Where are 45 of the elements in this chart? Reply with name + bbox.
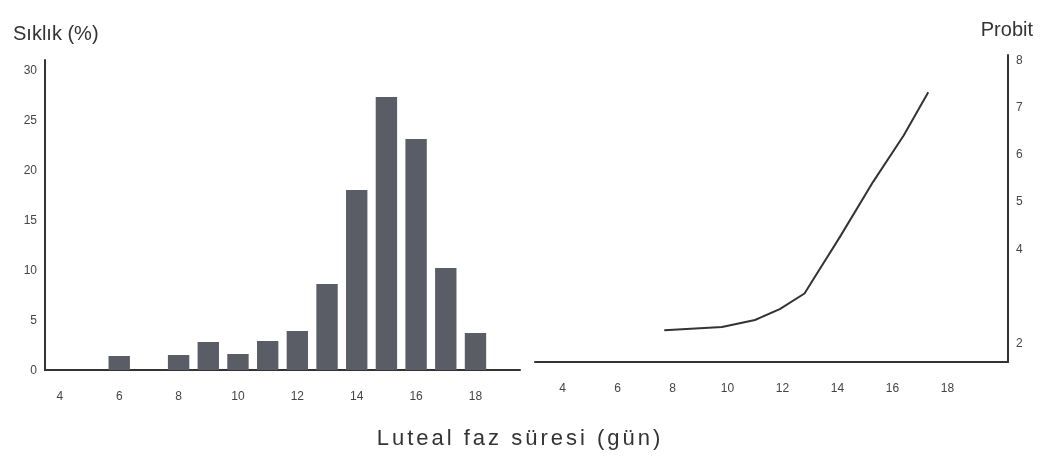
x-tick-label: 12 bbox=[290, 389, 305, 403]
y-tick-label: 25 bbox=[23, 113, 38, 127]
bar bbox=[256, 341, 279, 370]
y-axis-title: Sıklık (%) bbox=[13, 22, 99, 44]
x-tick-label: 14 bbox=[350, 389, 364, 403]
bar bbox=[346, 190, 368, 370]
x-tick-label: 4 bbox=[559, 381, 567, 395]
y-tick-label: 5 bbox=[1016, 194, 1023, 209]
x-tick-label: 6 bbox=[115, 389, 123, 403]
y-tick-label: 20 bbox=[23, 163, 38, 177]
y-tick-label: 30 bbox=[23, 63, 38, 77]
y-tick-label: 15 bbox=[23, 213, 38, 227]
x-tick-label: 10 bbox=[720, 381, 735, 395]
bar bbox=[167, 355, 190, 370]
x-tick-label: 14 bbox=[830, 381, 845, 395]
bar bbox=[227, 354, 249, 370]
y-axis-title: Probit bbox=[980, 18, 1034, 40]
bar bbox=[375, 97, 398, 370]
y-tick-label: 7 bbox=[1016, 99, 1023, 114]
bar bbox=[316, 284, 338, 370]
bar bbox=[108, 356, 130, 370]
x-axis-title: Luteal faz süresi (gün) bbox=[375, 425, 665, 451]
line-series bbox=[663, 91, 930, 332]
bar bbox=[435, 268, 457, 370]
y-tick-label: 5 bbox=[30, 313, 38, 327]
bar bbox=[405, 139, 427, 370]
x-tick-label: 18 bbox=[468, 389, 483, 403]
x-tick-label: 4 bbox=[56, 389, 64, 403]
y-tick-label: 10 bbox=[23, 263, 38, 277]
bar bbox=[464, 333, 487, 370]
x-tick-label: 8 bbox=[175, 389, 183, 403]
x-tick-label: 16 bbox=[409, 389, 424, 403]
x-tick-label: 16 bbox=[885, 381, 900, 395]
y-tick-label: 8 bbox=[1016, 52, 1023, 67]
x-tick-label: 8 bbox=[669, 381, 677, 395]
y-tick-label: 2 bbox=[1016, 336, 1023, 351]
x-tick-label: 12 bbox=[775, 381, 790, 395]
bar bbox=[197, 342, 219, 370]
x-tick-label: 10 bbox=[231, 389, 245, 403]
x-tick-label: 6 bbox=[614, 381, 622, 395]
x-tick-label: 18 bbox=[940, 381, 955, 395]
bar bbox=[286, 331, 309, 370]
y-tick-label: 6 bbox=[1016, 147, 1023, 162]
y-tick-label: 0 bbox=[30, 363, 38, 377]
y-tick-label: 4 bbox=[1016, 241, 1023, 256]
